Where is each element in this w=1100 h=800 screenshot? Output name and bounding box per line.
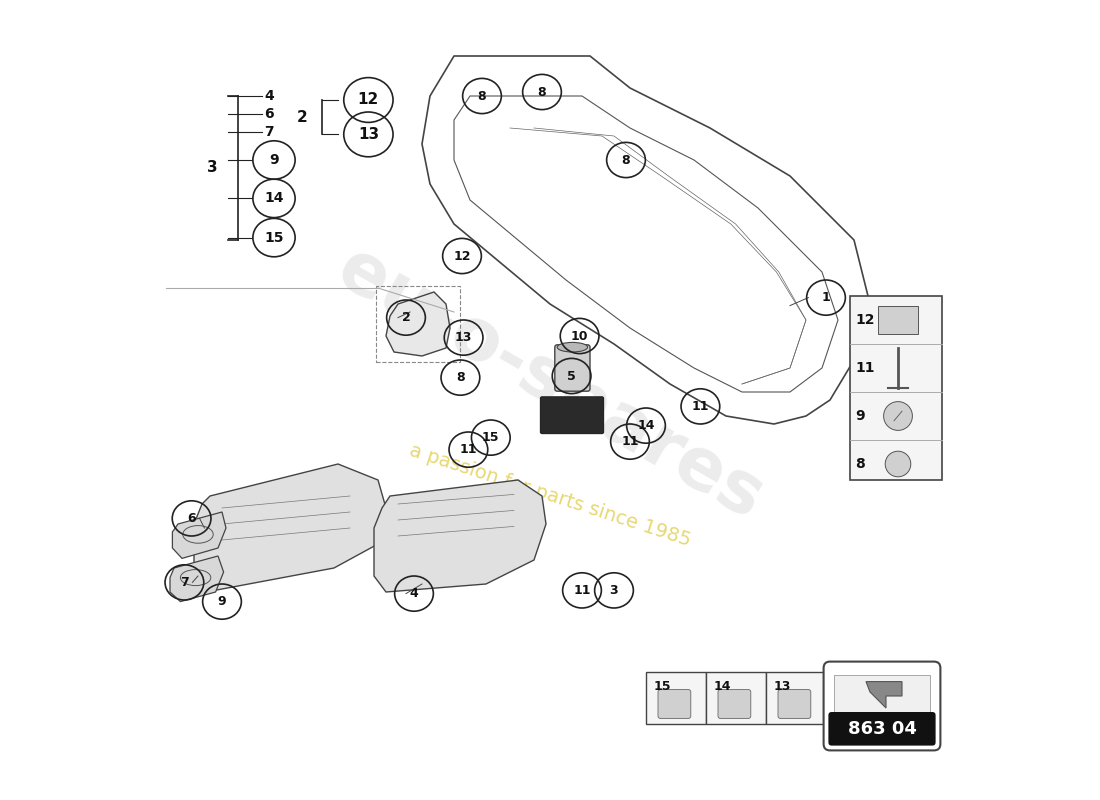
- Text: 14: 14: [637, 419, 654, 432]
- Text: 8: 8: [477, 90, 486, 102]
- Text: 8: 8: [621, 154, 630, 166]
- FancyBboxPatch shape: [828, 712, 936, 746]
- Text: 13: 13: [455, 331, 472, 344]
- Circle shape: [883, 402, 912, 430]
- Text: 11: 11: [573, 584, 591, 597]
- Text: 1: 1: [822, 291, 830, 304]
- FancyBboxPatch shape: [850, 296, 942, 480]
- Ellipse shape: [558, 342, 587, 352]
- FancyBboxPatch shape: [540, 397, 604, 434]
- Text: 8: 8: [856, 457, 866, 471]
- FancyBboxPatch shape: [646, 672, 706, 724]
- Text: 13: 13: [774, 680, 791, 693]
- Text: 2: 2: [297, 110, 308, 125]
- Text: 11: 11: [856, 361, 876, 375]
- Polygon shape: [194, 464, 386, 592]
- Text: 4: 4: [409, 587, 418, 600]
- FancyBboxPatch shape: [824, 662, 940, 750]
- Text: 12: 12: [856, 313, 876, 327]
- Text: 7: 7: [264, 125, 274, 139]
- Text: eu-o-spares: eu-o-spares: [324, 234, 776, 534]
- Text: 5: 5: [568, 370, 576, 382]
- FancyBboxPatch shape: [834, 675, 929, 712]
- Text: 6: 6: [264, 106, 274, 121]
- Text: 15: 15: [264, 230, 284, 245]
- Text: 15: 15: [654, 680, 671, 693]
- Polygon shape: [866, 682, 902, 708]
- Polygon shape: [170, 556, 223, 602]
- Text: 863 04: 863 04: [848, 720, 916, 738]
- Text: 8: 8: [538, 86, 547, 98]
- Text: 12: 12: [453, 250, 471, 262]
- Text: 15: 15: [482, 431, 499, 444]
- Circle shape: [886, 451, 911, 477]
- Text: 9: 9: [218, 595, 227, 608]
- Text: 7: 7: [180, 576, 189, 589]
- Text: 12: 12: [358, 93, 379, 107]
- FancyBboxPatch shape: [658, 690, 691, 718]
- FancyBboxPatch shape: [554, 345, 590, 391]
- Text: 8: 8: [456, 371, 464, 384]
- Text: 14: 14: [264, 191, 284, 206]
- FancyBboxPatch shape: [718, 690, 751, 718]
- FancyBboxPatch shape: [878, 306, 918, 334]
- FancyBboxPatch shape: [766, 672, 826, 724]
- Polygon shape: [374, 480, 546, 592]
- Text: 4: 4: [264, 89, 274, 103]
- Text: 3: 3: [609, 584, 618, 597]
- Text: 11: 11: [460, 443, 477, 456]
- Text: 2: 2: [402, 311, 410, 324]
- Text: 11: 11: [621, 435, 639, 448]
- FancyBboxPatch shape: [778, 690, 811, 718]
- Polygon shape: [386, 292, 450, 356]
- Text: 6: 6: [187, 512, 196, 525]
- Text: 11: 11: [692, 400, 710, 413]
- Text: a passion for parts since 1985: a passion for parts since 1985: [407, 442, 693, 550]
- Polygon shape: [173, 512, 225, 558]
- Text: 13: 13: [358, 127, 379, 142]
- Text: 3: 3: [208, 161, 218, 175]
- Text: 9: 9: [270, 153, 278, 167]
- Text: 14: 14: [714, 680, 732, 693]
- FancyBboxPatch shape: [706, 672, 766, 724]
- Text: 9: 9: [856, 409, 866, 423]
- Text: 10: 10: [571, 330, 588, 342]
